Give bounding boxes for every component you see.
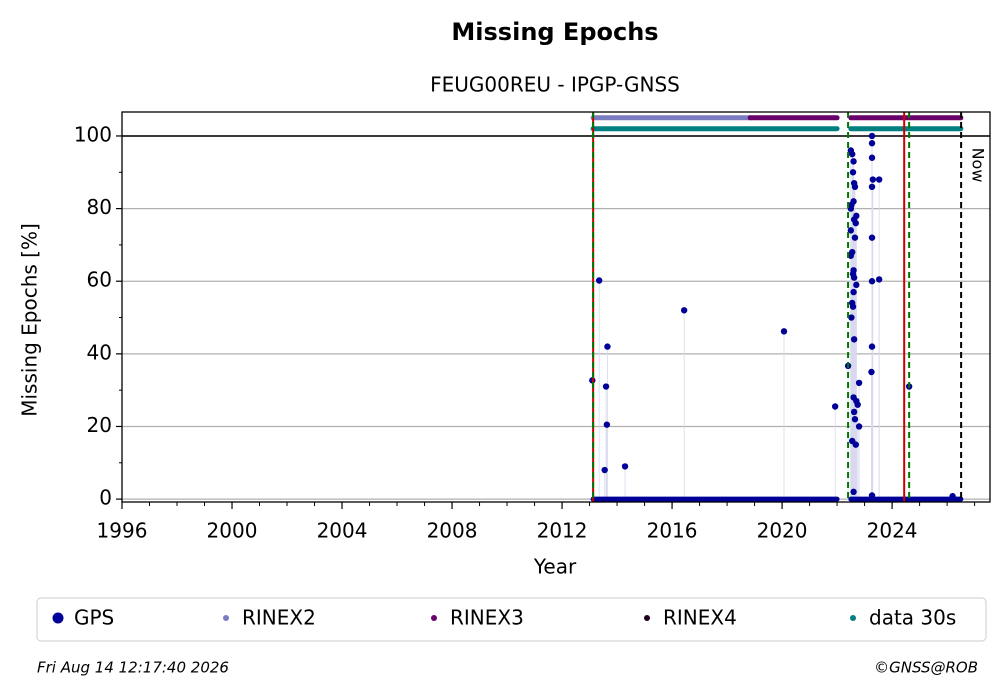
- point: [869, 176, 877, 183]
- now-label: Now: [969, 148, 988, 183]
- x-tick-label: 2000: [207, 519, 258, 543]
- point: [850, 288, 857, 296]
- point: [850, 198, 857, 205]
- x-tick-label: 2020: [757, 519, 808, 543]
- point: [847, 252, 855, 259]
- chart-title: Missing Epochs: [451, 18, 658, 46]
- point: [849, 169, 857, 176]
- point: [847, 205, 855, 212]
- point: [850, 408, 858, 416]
- point: [851, 183, 859, 191]
- x-tick-label: 2004: [317, 519, 368, 543]
- point: [850, 488, 857, 496]
- legend-marker: [431, 615, 437, 621]
- point: [853, 281, 860, 289]
- point: [603, 421, 611, 428]
- point: [852, 219, 859, 227]
- point: [849, 150, 856, 158]
- legend-label: RINEX2: [242, 606, 316, 630]
- point: [949, 492, 956, 500]
- point: [595, 277, 603, 284]
- point: [848, 314, 855, 321]
- point: [780, 328, 788, 335]
- point: [850, 158, 857, 165]
- x-axis-label: Year: [533, 555, 577, 579]
- point: [831, 403, 839, 410]
- point: [602, 383, 610, 390]
- y-tick-label: 80: [87, 195, 112, 219]
- point: [851, 234, 859, 241]
- chart-subtitle: FEUG00REU - IPGP-GNSS: [430, 73, 680, 97]
- copyright: ©GNSS@ROB: [874, 659, 978, 677]
- point: [868, 492, 876, 499]
- point: [621, 463, 629, 470]
- x-tick-label: 2008: [427, 519, 478, 543]
- legend-marker: [52, 612, 64, 624]
- x-tick-label: 1996: [97, 519, 148, 543]
- x-tick-label: 2012: [537, 519, 588, 543]
- y-tick-label: 100: [74, 122, 112, 146]
- point: [680, 307, 688, 314]
- point: [868, 368, 875, 376]
- point: [868, 154, 876, 161]
- point: [855, 423, 863, 430]
- point: [868, 183, 876, 191]
- point: [604, 343, 611, 350]
- point: [868, 140, 876, 147]
- point: [854, 401, 861, 408]
- legend-label: RINEX3: [450, 606, 524, 630]
- point: [868, 343, 876, 350]
- legend-box: [36, 597, 987, 642]
- legend-marker: [644, 615, 650, 621]
- legend-label: GPS: [74, 606, 114, 630]
- y-axis-label: Missing Epochs [%]: [18, 223, 42, 417]
- legend-marker: [223, 615, 229, 621]
- y-tick-label: 40: [87, 340, 112, 364]
- legend-marker: [850, 615, 856, 621]
- point: [850, 336, 858, 343]
- plot-frame: [121, 111, 991, 503]
- point: [851, 416, 859, 423]
- point: [868, 132, 876, 140]
- point: [875, 276, 883, 283]
- point: [855, 379, 863, 387]
- point: [847, 227, 855, 234]
- point: [849, 303, 857, 310]
- date: Fri Aug 14 12:17:40 2026: [37, 659, 229, 677]
- x-tick-label: 2024: [867, 519, 918, 543]
- x-tick-label: 2016: [647, 519, 698, 543]
- y-tick-label: 60: [87, 268, 112, 292]
- y-tick-label: 20: [87, 413, 112, 437]
- point: [868, 278, 876, 285]
- legend-label: data 30s: [869, 606, 956, 630]
- y-tick-label: 0: [99, 486, 112, 510]
- point: [601, 466, 608, 474]
- legend-label: RINEX4: [663, 606, 737, 630]
- point: [868, 234, 876, 241]
- point: [850, 274, 858, 281]
- point: [852, 441, 859, 448]
- point: [875, 176, 883, 183]
